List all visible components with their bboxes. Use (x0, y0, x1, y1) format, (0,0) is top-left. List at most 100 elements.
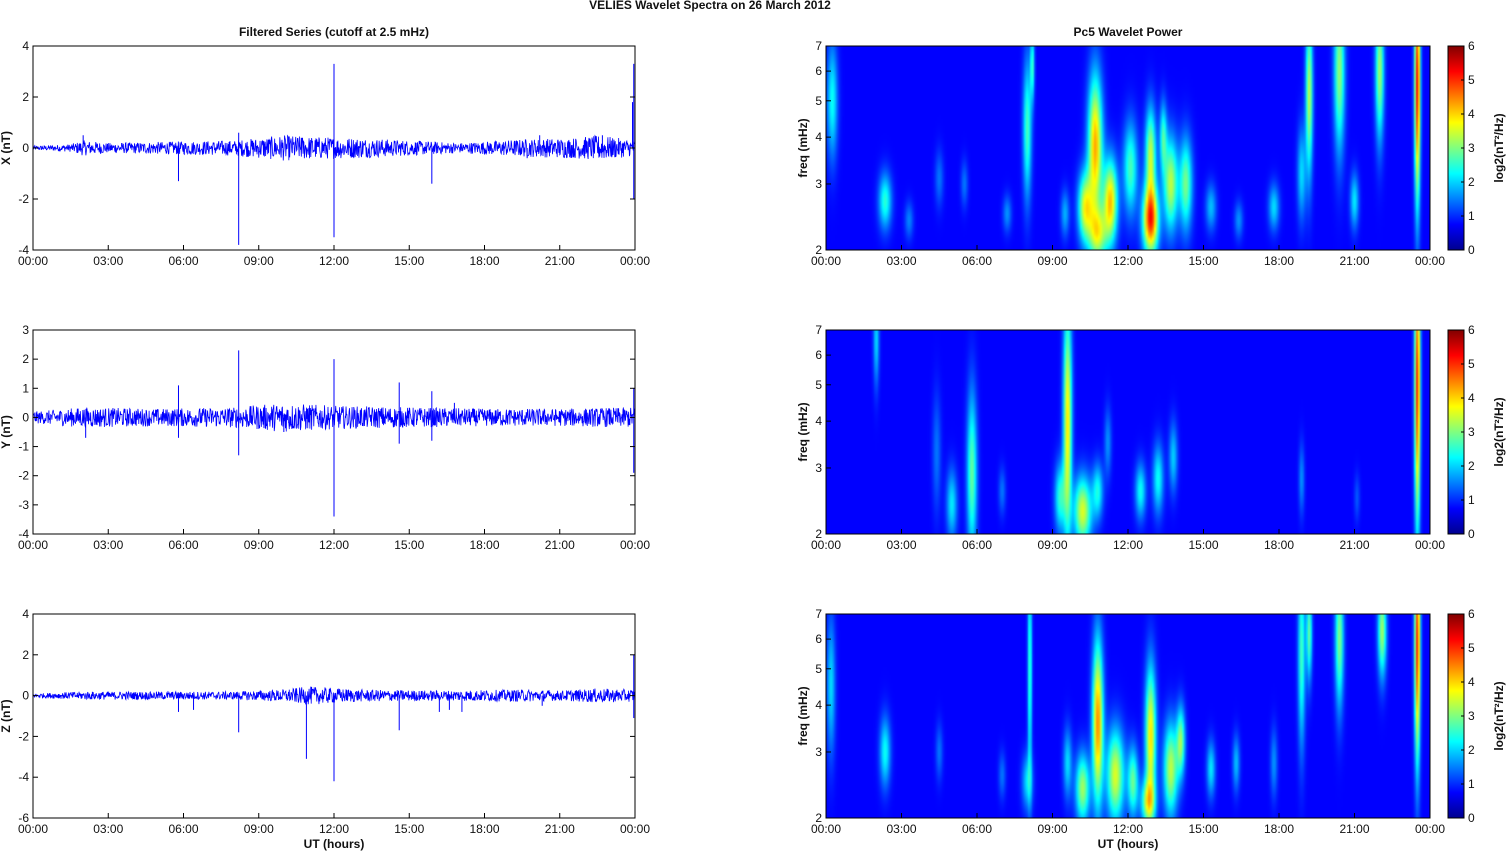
wavelet-y-colorbar-tick-label: 0 (1468, 527, 1475, 541)
wavelet-z-colorbar-tick-label: 5 (1468, 641, 1475, 655)
wavelet-y-ytick-label: 6 (815, 348, 822, 362)
wavelet-x-xtick-label: 00:00 (811, 254, 841, 268)
wavelet-z-xtick-label: 03:00 (886, 822, 916, 836)
wavelet-y-xtick-label: 15:00 (1188, 538, 1218, 552)
wavelet-y-ylabel: freq (mHz) (796, 402, 810, 461)
series-x-panel: 420-2-400:00 03:00 06:00 09:00 12:00 15:00 18:… (0, 39, 650, 268)
wavelet-x-ytick-label: 4 (815, 130, 822, 144)
series-z-ytick-label: 2 (22, 648, 29, 662)
series-x-ylabel: X (nT) (0, 131, 13, 165)
series-x-ytick-label: 4 (22, 39, 29, 53)
wavelet-y-colorbar: 6 5 4 3 2 1 0 log2(nT²/Hz) (1447, 323, 1506, 541)
wavelet-z-colorbar-tick-label: 4 (1468, 675, 1475, 689)
wavelet-y-xtick-label: 00:00 (811, 538, 841, 552)
wavelet-z-ytick-label: 7 (815, 607, 822, 621)
wavelet-z-xtick-label: 21:00 (1339, 822, 1369, 836)
series-y-xtick-label: 18:00 (469, 538, 499, 552)
wavelet-x-xtick-label: 03:00 (886, 254, 916, 268)
wavelet-y-xtick-label: 03:00 (886, 538, 916, 552)
wavelet-x-colorbar-label: log2(nT²/Hz) (1492, 113, 1506, 182)
wavelet-x-colorbar-tick-label: 5 (1468, 73, 1475, 87)
wavelet-z-ytick-label: 6 (815, 632, 822, 646)
series-z-xtick-label: 21:00 (545, 822, 575, 836)
wavelet-x-colorbar-tick-label: 1 (1468, 209, 1475, 223)
wavelet-x-colorbar-tick-label: 2 (1468, 175, 1475, 189)
series-z-ytick-label: -2 (18, 729, 29, 743)
wavelet-z-colorbar-tick-label: 3 (1468, 709, 1475, 723)
series-y-ytick-label: -3 (18, 498, 29, 512)
wavelet-z-colorbar-tick-label: 6 (1468, 607, 1475, 621)
wavelet-y-colorbar-tick-label: 5 (1468, 357, 1475, 371)
series-x-xtick-label: 21:00 (545, 254, 575, 268)
series-x-xtick-label: 18:00 (469, 254, 499, 268)
wavelet-y-xtick-label: 06:00 (962, 538, 992, 552)
series-z-xtick-label: 00:00 (18, 822, 48, 836)
wavelet-y-xtick-label: 09:00 (1037, 538, 1067, 552)
wavelet-x-xtick-label: 15:00 (1188, 254, 1218, 268)
series-x-ytick-label: -4 (18, 243, 29, 257)
wavelet-y-ytick-label: 4 (815, 414, 822, 428)
series-y-ytick-label: -4 (18, 527, 29, 541)
series-z-xtick-label: 15:00 (394, 822, 424, 836)
series-x-xtick-label: 09:00 (244, 254, 274, 268)
series-z-xtick-label: 12:00 (319, 822, 349, 836)
wavelet-x-xtick-label: 18:00 (1264, 254, 1294, 268)
wavelet-z-colorbar-tick-label: 1 (1468, 777, 1475, 791)
wavelet-z-ytick-label: 3 (815, 745, 822, 759)
series-z-panel: 420-2-4-600:00 03:00 06:00 09:00 12:00 15:00 1… (0, 607, 650, 851)
series-y-xtick-label: 09:00 (244, 538, 274, 552)
wavelet-x-heatmap (826, 46, 1430, 250)
wavelet-y-ytick-label: 3 (815, 461, 822, 475)
figure-title: VELIES Wavelet Spectra on 26 March 2012 (589, 0, 831, 12)
wavelet-z-xtick-label: 09:00 (1037, 822, 1067, 836)
wavelet-y-ytick-label: 7 (815, 323, 822, 337)
left-column-title: Filtered Series (cutoff at 2.5 mHz) (239, 25, 429, 39)
right-column-title: Pc5 Wavelet Power (1074, 25, 1183, 39)
wavelet-x-ylabel: freq (mHz) (796, 118, 810, 177)
series-z-xtick-label: 09:00 (244, 822, 274, 836)
series-y-ytick-label: 0 (22, 410, 29, 424)
series-x-xtick-label: 12:00 (319, 254, 349, 268)
series-z-xtick-label: 06:00 (168, 822, 198, 836)
series-y-ytick-label: 2 (22, 352, 29, 366)
series-y-xtick-label: 00:00 (620, 538, 650, 552)
wavelet-x-ytick-label: 7 (815, 39, 822, 53)
series-z-ylabel: Z (nT) (0, 699, 13, 732)
wavelet-y-colorbar-label: log2(nT²/Hz) (1492, 397, 1506, 466)
series-x-xtick-label: 00:00 (18, 254, 48, 268)
series-z-ytick-label: -4 (18, 770, 29, 784)
series-y-xtick-label: 12:00 (319, 538, 349, 552)
series-x-xtick-label: 00:00 (620, 254, 650, 268)
series-x-ytick-label: 2 (22, 90, 29, 104)
series-y-ytick-label: -2 (18, 469, 29, 483)
series-x-xtick-label: 15:00 (394, 254, 424, 268)
wavelet-z-xtick-label: 18:00 (1264, 822, 1294, 836)
wavelet-x-ytick-label: 5 (815, 94, 822, 108)
wavelet-z-colorbar-tick-label: 2 (1468, 743, 1475, 757)
wavelet-y-heatmap (826, 330, 1430, 534)
wavelet-z-ylabel: freq (mHz) (796, 686, 810, 745)
wavelet-y-xtick-label: 12:00 (1113, 538, 1143, 552)
wavelet-x-xtick-label: 21:00 (1339, 254, 1369, 268)
wavelet-y-xtick-label: 00:00 (1415, 538, 1445, 552)
series-z-ytick-label: 4 (22, 607, 29, 621)
series-y-ylabel: Y (nT) (0, 415, 13, 449)
series-y-xtick-label: 06:00 (168, 538, 198, 552)
wavelet-z-xtick-label: 12:00 (1113, 822, 1143, 836)
series-z-ytick-label: 0 (22, 689, 29, 703)
series-x-xtick-label: 06:00 (168, 254, 198, 268)
series-y-xtick-label: 03:00 (93, 538, 123, 552)
wavelet-z-xtick-label: 00:00 (1415, 822, 1445, 836)
wavelet-x-ytick-label: 2 (815, 243, 822, 257)
series-x-ytick-label: -2 (18, 192, 29, 206)
wavelet-z-colorbar-tick-label: 0 (1468, 811, 1475, 825)
wavelet-z-ytick-label: 5 (815, 662, 822, 676)
series-z-xtick-label: 03:00 (93, 822, 123, 836)
wavelet-x-xtick-label: 12:00 (1113, 254, 1143, 268)
wavelet-x-xtick-label: 06:00 (962, 254, 992, 268)
wavelet-y-colorbar-tick-label: 6 (1468, 323, 1475, 337)
